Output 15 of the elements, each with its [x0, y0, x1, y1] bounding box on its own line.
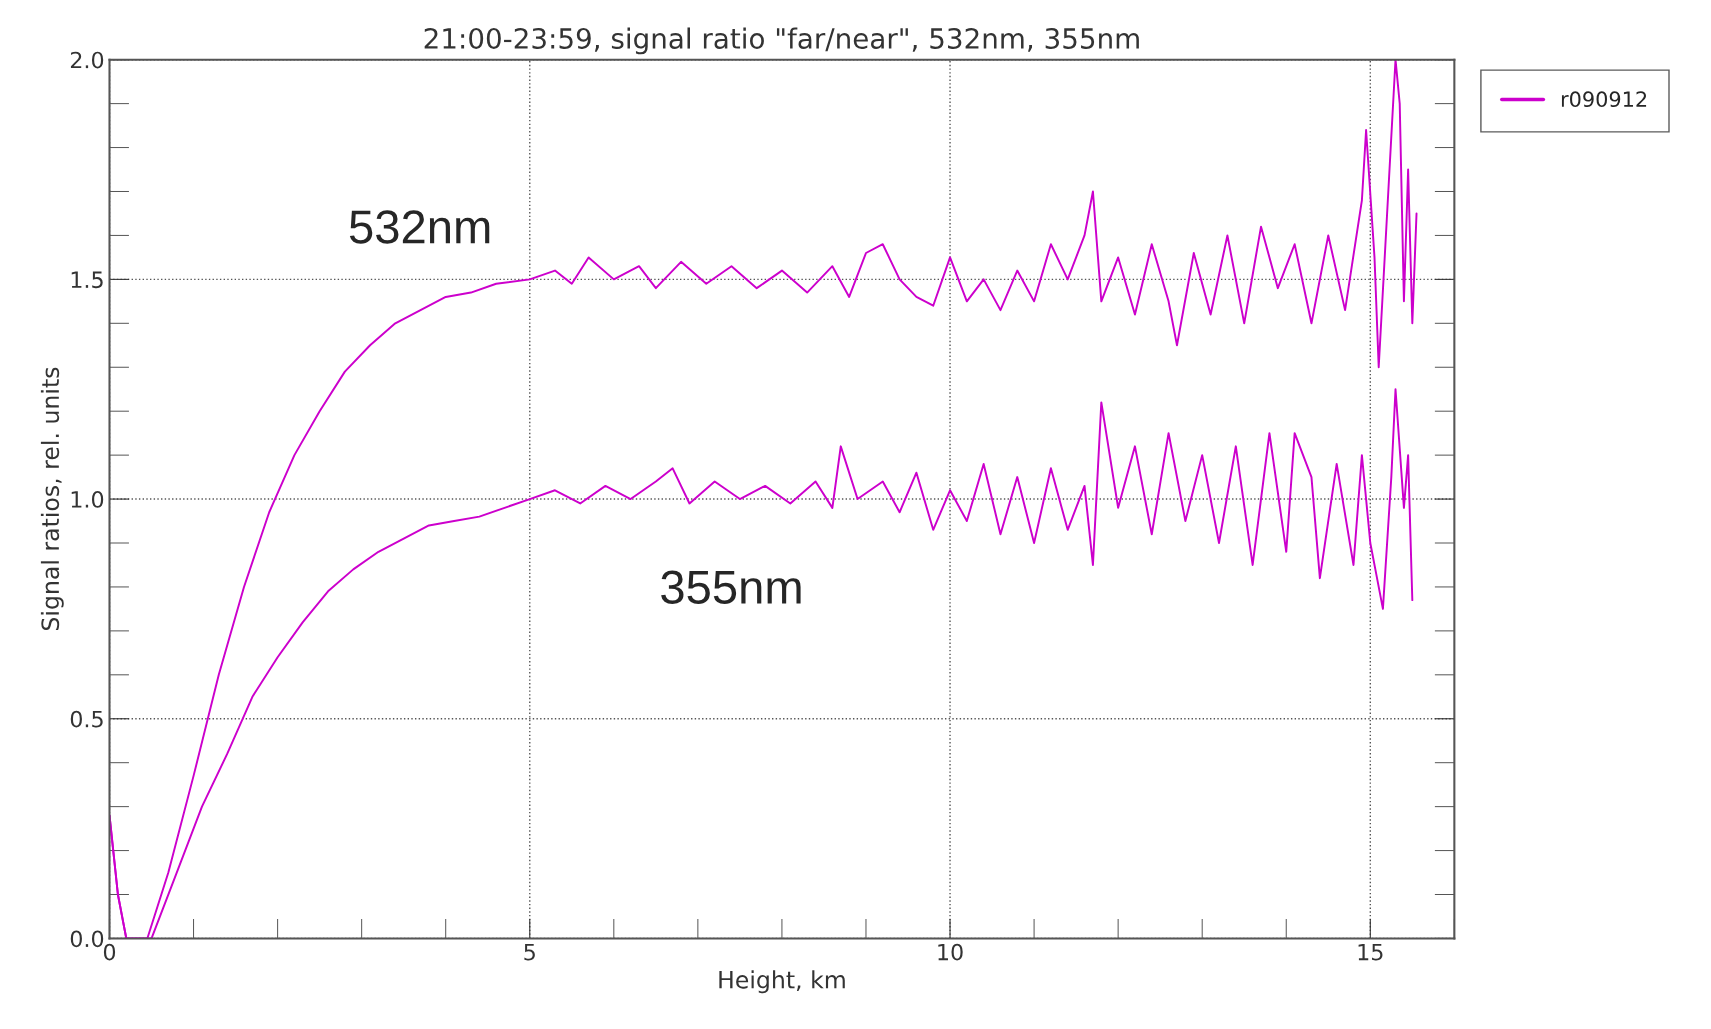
y-tick-label: 1.0	[71, 491, 104, 508]
x-axis-title: Height, km	[719, 970, 845, 994]
y-axis-title: Signal ratios, rel. units	[40, 367, 64, 631]
legend-label: r090912	[1561, 91, 1647, 108]
y-tick-label: 0.0	[70, 930, 104, 948]
x-tick-label: 5	[524, 943, 535, 961]
y-tick-label: 0.5	[70, 710, 103, 728]
annotation: 532nm	[349, 210, 490, 244]
x-tick-label: 0	[103, 943, 116, 961]
y-tick-label: 2.0	[70, 51, 104, 69]
annotation: 355nm	[661, 570, 801, 605]
chart-title: 21:00-23:59, signal ratio "far/near", 532nm, 355nm	[424, 27, 1139, 55]
x-tick-label: 10	[938, 943, 963, 961]
y-tick-label: 1.5	[71, 271, 103, 289]
x-tick-label: 15	[1358, 943, 1383, 961]
